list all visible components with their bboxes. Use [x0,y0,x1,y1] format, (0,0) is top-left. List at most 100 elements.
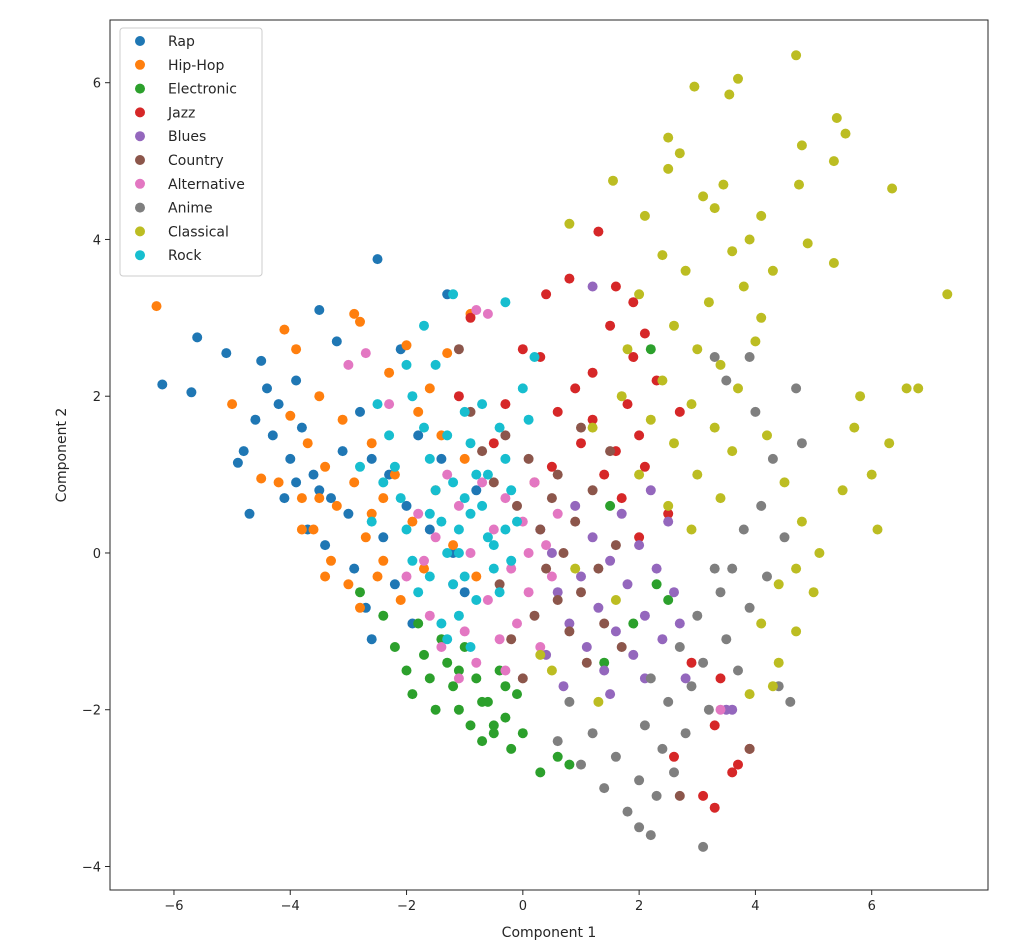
data-point [424,383,435,394]
legend-marker [135,83,145,94]
data-point [796,438,807,449]
data-point [442,657,453,668]
data-point [430,532,441,543]
data-point [849,422,860,433]
data-point [360,532,371,543]
data-point [581,642,592,652]
series-electronic [355,344,674,778]
data-point [413,406,424,417]
data-point [500,430,511,441]
data-point [794,179,804,190]
data-point [285,410,296,421]
data-point [314,493,325,504]
data-point [459,406,470,417]
data-point [529,610,540,621]
data-point [610,751,621,762]
data-point [663,132,674,143]
data-point [709,563,720,574]
data-point [651,563,662,574]
data-point [552,406,563,417]
data-point [564,759,575,770]
data-point [541,289,552,300]
data-point [424,571,435,582]
data-point [855,391,866,402]
data-point [413,508,424,519]
data-point [674,148,685,159]
data-point [296,422,307,433]
data-point [669,751,679,762]
data-point [378,532,389,543]
data-point [767,453,778,464]
data-point [593,696,604,707]
data-point [663,696,674,707]
x-axis-label: Component 1 [502,925,597,941]
data-point [291,375,302,386]
data-point [645,414,656,425]
data-point [442,548,453,558]
data-point [349,308,360,319]
data-point [384,367,395,378]
data-point [465,642,476,652]
data-point [767,265,778,276]
data-point [692,469,703,480]
data-point [430,359,441,370]
data-point [718,179,729,190]
legend-label: Country [168,153,224,169]
legend-marker [135,36,145,46]
y-tick-label: 2 [93,390,101,405]
data-point [570,563,581,574]
data-point [773,657,784,668]
data-point [512,516,522,527]
data-point [616,493,627,504]
data-point [308,524,319,535]
data-point [796,140,807,151]
data-point [506,555,517,566]
data-point [378,555,389,566]
data-point [413,430,424,441]
data-point [837,485,848,496]
data-point [570,516,581,527]
data-point [576,571,586,582]
data-point [320,571,331,582]
data-point [669,320,679,331]
data-point [610,540,621,551]
data-point [669,587,679,598]
data-point [587,281,598,292]
data-point [535,642,546,652]
data-point [349,477,360,488]
x-tick-label: −2 [397,899,416,914]
data-point [576,759,586,770]
data-point [331,336,342,347]
data-point [494,587,505,598]
data-point [692,344,703,355]
data-point [744,602,755,613]
data-point [698,191,709,202]
data-point [709,203,720,214]
data-point [698,790,709,801]
data-point [436,453,447,464]
data-point [756,618,767,629]
data-point [517,344,528,355]
data-point [395,493,406,504]
data-point [384,430,395,441]
data-point [779,532,790,543]
data-point [762,430,772,441]
data-point [419,422,429,433]
data-point [337,414,348,425]
data-point [512,689,522,700]
data-point [901,383,912,394]
data-point [448,289,459,300]
data-point [500,493,511,504]
data-point [482,469,493,480]
data-point [587,728,598,739]
data-point [831,113,842,123]
data-point [273,399,284,410]
data-point [529,352,540,362]
data-point [308,469,319,480]
data-point [756,500,767,511]
data-point [221,348,232,359]
data-point [378,610,389,621]
data-point [593,563,604,574]
